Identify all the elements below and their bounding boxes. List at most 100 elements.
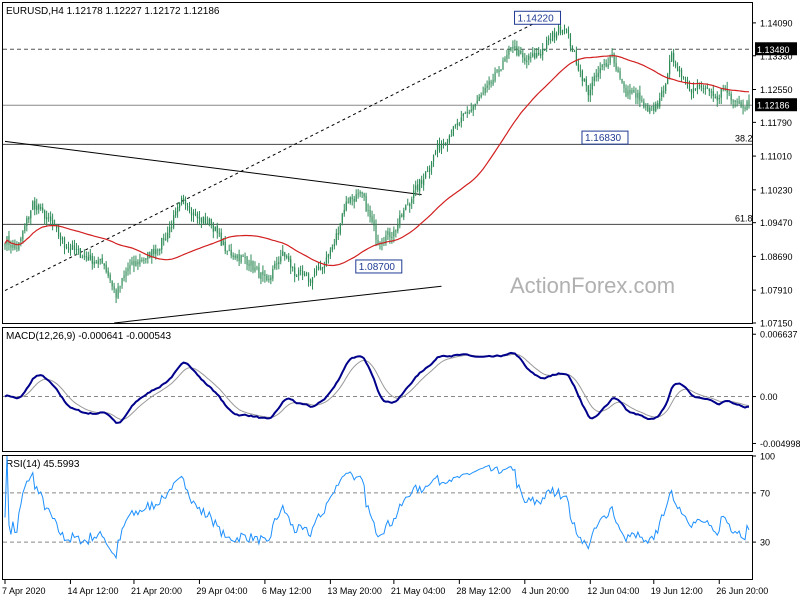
candle-body [105, 264, 107, 272]
candle-body [208, 218, 210, 224]
candle-body [522, 53, 524, 58]
candle-body [280, 256, 282, 262]
candle-body [669, 60, 671, 74]
candle-body [643, 101, 645, 108]
candle-body [93, 261, 95, 265]
candle-body [333, 244, 335, 247]
candle-body [667, 74, 669, 85]
candle-body [454, 125, 456, 127]
candle-body [301, 270, 304, 276]
candle-body [591, 82, 593, 90]
candle-body [264, 274, 266, 276]
candle-body [718, 97, 720, 100]
candle-body [351, 197, 353, 199]
candle-body [186, 206, 189, 208]
candle-body [4, 243, 6, 246]
candle-body [589, 89, 591, 96]
candle-body [700, 85, 702, 88]
candle-body [198, 216, 201, 219]
candle-body [492, 79, 494, 85]
resistance-price-label: 1.13480 [757, 45, 790, 55]
candle-body [55, 224, 58, 229]
candle-body [559, 27, 562, 33]
candle-body [395, 230, 397, 232]
candle-body [141, 259, 143, 262]
candle-body [288, 256, 290, 261]
candle-body [425, 171, 427, 178]
candle-body [615, 63, 617, 70]
candle-body [101, 258, 103, 264]
candle-body [470, 109, 472, 112]
candle-body [79, 248, 81, 258]
candle-body [550, 39, 552, 41]
candle-body [12, 244, 14, 248]
candle-body [159, 248, 161, 251]
candle-body [296, 275, 298, 277]
candle-body [161, 238, 163, 250]
candle-body [458, 123, 460, 125]
candle-body [284, 252, 286, 257]
candle-body [178, 202, 181, 208]
candle-body [300, 269, 302, 271]
candle-body [143, 259, 145, 261]
candle-body [270, 277, 272, 281]
candle-body [311, 277, 314, 284]
candle-body [478, 96, 480, 101]
candle-body [645, 106, 647, 108]
candle-body [355, 194, 357, 202]
candle-body [157, 249, 159, 251]
candle-body [89, 254, 91, 260]
candle-body [442, 143, 445, 145]
candle-body [319, 266, 322, 270]
candle-body [659, 98, 661, 107]
candle-body [335, 233, 337, 244]
candle-body [583, 78, 585, 81]
candle-body [153, 248, 155, 255]
candle-body [389, 232, 391, 238]
candle-body [325, 257, 328, 267]
candle-body [63, 237, 66, 249]
price-candles [4, 22, 750, 304]
candle-body [514, 45, 516, 48]
candle-body [40, 207, 42, 209]
candle-body [633, 90, 635, 92]
candle-body [194, 213, 197, 215]
candle-body [534, 52, 536, 59]
candle-body [651, 106, 653, 108]
candle-body [113, 286, 115, 290]
candle-body [200, 217, 203, 222]
candle-body [204, 217, 206, 224]
candle-body [585, 78, 587, 86]
candle-body [214, 226, 216, 232]
candle-body [20, 238, 22, 242]
candle-body [367, 209, 369, 211]
candle-body [149, 252, 151, 258]
candle-body [538, 52, 540, 55]
trendline-triangle_upper [4, 140, 422, 196]
current-price-label: 1.12186 [757, 101, 790, 111]
candle-body [464, 113, 466, 114]
price-annotation-label: 1.14220 [518, 13, 555, 24]
candle-body [540, 53, 542, 56]
candle-body [621, 78, 623, 83]
candle-body [71, 245, 74, 250]
x-tick-label: 29 Apr 04:00 [196, 586, 247, 596]
candle-body [565, 28, 568, 30]
candle-body [123, 275, 125, 278]
candle-body [377, 239, 379, 245]
candle-body [224, 241, 226, 252]
moving-average [4, 55, 750, 267]
rsi-panel-frame [2, 455, 753, 580]
candle-body [428, 168, 431, 172]
moving-average-line [4, 55, 750, 267]
candle-body [34, 200, 36, 210]
candle-body [129, 265, 131, 269]
candle-body [343, 209, 345, 214]
candle-body [192, 212, 195, 216]
candle-body [518, 49, 520, 56]
candle-body [575, 50, 577, 65]
candle-body [232, 255, 234, 257]
price-trendlines [4, 17, 545, 324]
candle-body [24, 225, 26, 231]
